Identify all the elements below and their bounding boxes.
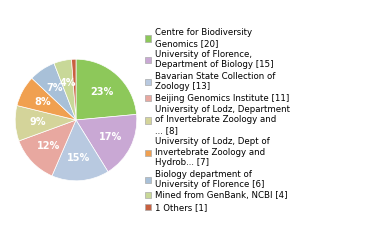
Wedge shape [52, 120, 108, 181]
Text: 23%: 23% [90, 87, 114, 97]
Wedge shape [17, 78, 76, 120]
Text: 17%: 17% [99, 132, 122, 142]
Text: 7%: 7% [46, 83, 63, 93]
Wedge shape [19, 120, 76, 176]
Wedge shape [76, 114, 137, 172]
Legend: Centre for Biodiversity
Genomics [20], University of Florence,
Department of Bio: Centre for Biodiversity Genomics [20], U… [145, 28, 290, 212]
Text: 9%: 9% [30, 117, 46, 127]
Text: 12%: 12% [36, 141, 60, 151]
Wedge shape [32, 63, 76, 120]
Wedge shape [71, 59, 76, 120]
Wedge shape [76, 59, 136, 120]
Wedge shape [15, 106, 76, 141]
Text: 4%: 4% [59, 78, 76, 88]
Text: 15%: 15% [67, 153, 90, 163]
Text: 8%: 8% [34, 97, 51, 107]
Wedge shape [54, 59, 76, 120]
